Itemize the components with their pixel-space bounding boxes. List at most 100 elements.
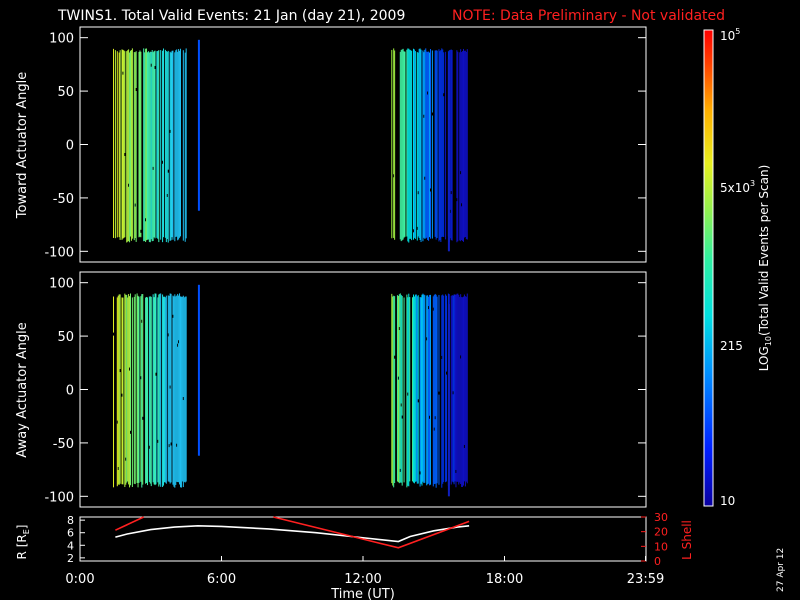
heat-stripe <box>466 49 468 240</box>
heat-stripe <box>135 51 137 242</box>
heat-stripe <box>399 51 401 240</box>
heat-gap <box>438 391 441 395</box>
colorbar-mid-label: 5x103 <box>720 179 755 195</box>
heat-stripe <box>408 293 410 487</box>
x-tick-label: 12:00 <box>344 572 381 587</box>
heat-stripe <box>118 52 120 238</box>
heat-stripe <box>462 51 464 241</box>
heat-stripe <box>450 49 452 241</box>
heat-stripe <box>445 294 447 483</box>
x-tick-label: 6:00 <box>207 572 236 587</box>
heat-stripe <box>174 294 176 488</box>
heat-stripe <box>121 297 123 485</box>
heat-stripe <box>432 296 434 487</box>
heat-stripe <box>449 49 451 239</box>
heat-gap <box>431 112 434 116</box>
heat-gap <box>129 430 132 434</box>
heat-stripe <box>429 294 431 485</box>
heat-stripe <box>458 294 460 485</box>
heat-stripe <box>146 297 148 486</box>
heat-stripe <box>179 296 181 488</box>
heat-stripe <box>413 296 415 484</box>
date-stamp: 27 Apr 12 <box>776 548 786 592</box>
heat-stripe <box>150 296 152 487</box>
heat-stripe <box>176 295 178 482</box>
heat-stripe <box>422 50 424 242</box>
heat-stripe <box>175 50 177 237</box>
heat-stripe <box>169 51 171 241</box>
l-tick-label: 10 <box>654 540 668 553</box>
heat-stripe <box>197 284 200 456</box>
heat-stripe <box>184 52 186 242</box>
heat-stripe <box>413 49 415 238</box>
heat-stripe <box>148 52 150 243</box>
heat-stripe <box>451 50 453 241</box>
heat-gap <box>167 169 170 173</box>
heat-stripe <box>447 59 450 252</box>
heat-stripe <box>435 294 437 488</box>
heat-gap <box>140 229 143 233</box>
heat-gap <box>135 88 138 92</box>
r-axis-label-text: R [R <box>15 534 29 559</box>
heat-stripe <box>462 48 464 242</box>
colorbar-mid-mantissa: 5x10 <box>720 181 750 195</box>
r-axis-label: R [RE] <box>15 525 31 560</box>
heat-stripe <box>143 48 145 242</box>
heat-stripe <box>462 296 464 486</box>
heat-stripe <box>451 295 453 482</box>
heat-gap <box>142 416 145 420</box>
heat-stripe <box>163 296 165 486</box>
heat-stripe <box>429 52 431 238</box>
colorbar-bottom-label: 10 <box>720 494 735 508</box>
heat-stripe <box>465 296 467 482</box>
heat-stripe <box>129 296 131 488</box>
colorbar-top-label: 105 <box>720 27 740 43</box>
heat-gap <box>124 152 127 156</box>
heat-stripe <box>391 49 393 239</box>
heat-stripe <box>414 294 416 482</box>
l-shell-label: L Shell <box>680 520 694 560</box>
colorbar-bar <box>703 29 714 507</box>
heat-stripe <box>156 51 158 238</box>
heat-stripe <box>165 295 167 484</box>
heat-stripe <box>127 297 129 482</box>
heat-stripe <box>400 294 402 483</box>
heat-stripe <box>397 295 399 483</box>
heat-stripe <box>435 50 437 240</box>
heat-stripe <box>163 296 165 483</box>
heat-stripe <box>398 294 400 484</box>
panel-away-ylabel: Away Actuator Angle <box>15 322 30 457</box>
heat-stripe <box>185 48 187 239</box>
heat-stripe <box>419 48 421 240</box>
heat-stripe <box>125 294 127 485</box>
y-tick-label: -100 <box>44 490 74 505</box>
heat-stripe <box>123 50 125 238</box>
y-tick-label: 0 <box>66 384 74 399</box>
panel-toward: -100 -50 0 50 100 Toward Actuator Angle <box>15 26 647 263</box>
heat-stripe <box>438 49 440 242</box>
heat-stripe <box>416 52 418 241</box>
heat-stripe <box>418 48 420 238</box>
heat-stripe <box>182 295 184 488</box>
heat-stripe <box>447 304 450 497</box>
heat-stripe <box>144 52 146 241</box>
heat-stripe <box>180 296 182 488</box>
l-tick-label: 0 <box>654 555 661 568</box>
x-tick-label: 18:00 <box>486 572 523 587</box>
heat-stripe <box>431 50 433 239</box>
heat-stripe <box>421 294 423 486</box>
colorbar-title-rest: (Total Valid Events per Scan) <box>757 165 771 336</box>
heat-stripe <box>175 296 177 485</box>
heat-stripe <box>154 293 156 486</box>
heat-stripe <box>400 49 402 242</box>
heat-gap <box>443 93 446 97</box>
heat-stripe <box>126 51 128 243</box>
heat-stripe <box>439 51 441 241</box>
heat-stripe <box>434 50 436 237</box>
panel-away-yaxis: -100 -50 0 50 100 <box>44 277 646 505</box>
heat-stripe <box>396 295 398 482</box>
heat-stripe <box>139 50 141 237</box>
heat-stripe <box>463 50 465 238</box>
